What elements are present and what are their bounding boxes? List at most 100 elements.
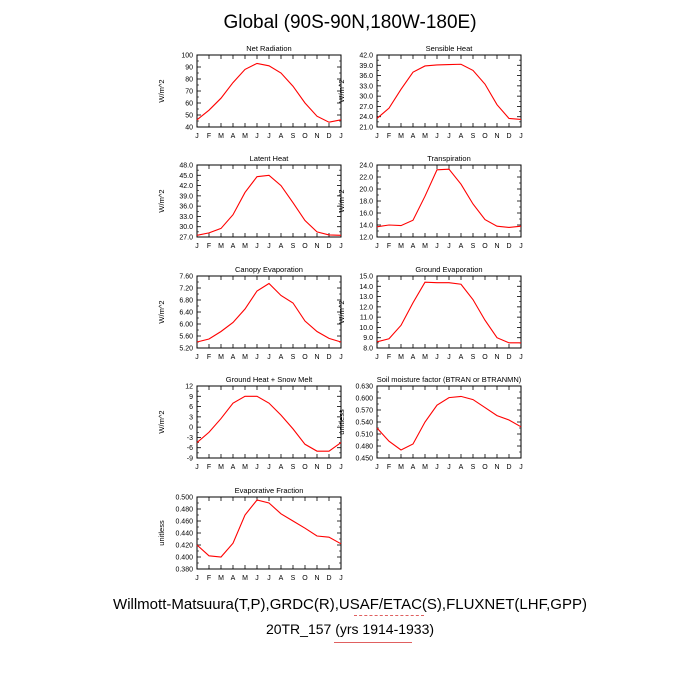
x-tick-label: J <box>267 464 271 471</box>
y-tick-label: 20.0 <box>359 187 373 194</box>
x-tick-label: S <box>471 354 476 361</box>
x-tick-label: F <box>207 133 211 140</box>
x-tick-label: J <box>447 354 451 361</box>
x-tick-label: D <box>326 354 331 361</box>
y-tick-label: 24.0 <box>359 163 373 170</box>
chart-title: Net Radiation <box>246 44 291 53</box>
x-tick-label: A <box>459 354 464 361</box>
x-tick-label: J <box>255 575 259 582</box>
y-tick-label: 6.80 <box>179 298 193 305</box>
y-tick-label: 39.0 <box>359 63 373 70</box>
y-tick-label: -6 <box>187 445 193 452</box>
x-tick-label: N <box>494 464 499 471</box>
x-tick-label: N <box>494 133 499 140</box>
x-tick-label: J <box>375 133 379 140</box>
x-tick-label: A <box>411 243 416 250</box>
x-tick-label: M <box>422 133 428 140</box>
x-tick-label: M <box>242 464 248 471</box>
x-tick-label: M <box>398 133 404 140</box>
x-tick-label: J <box>519 243 523 250</box>
y-tick-label: 90 <box>185 65 193 72</box>
chart-title: Transpiration <box>427 154 471 163</box>
x-tick-label: A <box>279 575 284 582</box>
y-axis-label: unitless <box>337 409 346 435</box>
data-sources-caption: Willmott-Matsuura(T,P),GRDC(R),USAF/ETAC… <box>113 596 587 613</box>
x-tick-label: M <box>398 243 404 250</box>
x-tick-label: F <box>387 243 391 250</box>
x-tick-label: A <box>231 464 236 471</box>
y-axis-label: unitless <box>157 520 166 546</box>
x-tick-label: J <box>435 243 439 250</box>
y-tick-label: 0.600 <box>355 396 373 403</box>
x-tick-label: F <box>207 464 211 471</box>
plot-frame <box>196 275 342 349</box>
x-tick-label: A <box>231 354 236 361</box>
series-line-0 <box>196 282 342 343</box>
plot-frame <box>376 385 522 459</box>
y-tick-label: 0.570 <box>355 408 373 415</box>
x-tick-label: O <box>482 464 488 471</box>
x-tick-label: J <box>435 464 439 471</box>
y-tick-label: 14.0 <box>359 284 373 291</box>
series-line-0 <box>196 62 342 123</box>
x-tick-label: A <box>279 243 284 250</box>
y-tick-label: 9 <box>189 394 193 401</box>
y-axis-label: W/m^2 <box>337 300 346 323</box>
y-tick-label: 30.0 <box>359 94 373 101</box>
x-tick-label: M <box>218 133 224 140</box>
y-axis-label: W/m^2 <box>157 189 166 212</box>
x-tick-label: O <box>302 464 308 471</box>
x-tick-label: M <box>242 354 248 361</box>
x-tick-label: M <box>422 354 428 361</box>
x-tick-label: O <box>302 354 308 361</box>
x-tick-label: S <box>291 464 296 471</box>
x-tick-label: M <box>398 354 404 361</box>
chart-title: Soil moisture factor (BTRAN or BTRANMN) <box>377 375 522 384</box>
x-tick-label: J <box>255 133 259 140</box>
x-tick-label: S <box>291 354 296 361</box>
x-tick-label: J <box>255 243 259 250</box>
x-tick-label: D <box>326 243 331 250</box>
y-tick-label: 27.0 <box>359 104 373 111</box>
y-tick-label: 15.0 <box>359 274 373 281</box>
x-tick-label: J <box>195 243 199 250</box>
y-tick-label: 42.0 <box>359 53 373 60</box>
x-tick-label: N <box>314 243 319 250</box>
y-tick-label: 0 <box>189 425 193 432</box>
x-tick-label: J <box>267 243 271 250</box>
chart-title: Ground Heat + Snow Melt <box>226 375 313 384</box>
chart-title: Ground Evaporation <box>415 265 482 274</box>
series-line-0 <box>196 499 342 558</box>
case-caption: 20TR_157 (yrs 1914-1933) <box>265 621 435 637</box>
y-tick-label: 0.440 <box>175 531 193 538</box>
y-tick-label: 30.0 <box>179 224 193 231</box>
y-tick-label: 21.0 <box>359 125 373 132</box>
x-tick-label: S <box>471 133 476 140</box>
series-line-0 <box>376 395 522 451</box>
x-tick-label: F <box>207 575 211 582</box>
y-tick-label: 36.0 <box>359 73 373 80</box>
x-tick-label: M <box>218 464 224 471</box>
y-tick-label: 70 <box>185 89 193 96</box>
y-tick-label: 39.0 <box>179 193 193 200</box>
y-tick-label: 36.0 <box>179 204 193 211</box>
x-tick-label: M <box>218 354 224 361</box>
y-tick-label: 13.0 <box>359 294 373 301</box>
y-tick-label: 0.510 <box>355 432 373 439</box>
y-tick-label: 7.60 <box>179 274 193 281</box>
caption-dash-decoration <box>354 615 424 616</box>
x-tick-label: J <box>255 464 259 471</box>
y-tick-label: -3 <box>187 435 193 442</box>
x-tick-label: A <box>411 354 416 361</box>
x-tick-label: O <box>482 133 488 140</box>
y-tick-label: 50 <box>185 113 193 120</box>
x-tick-label: S <box>471 464 476 471</box>
x-tick-label: A <box>279 133 284 140</box>
x-tick-label: N <box>314 354 319 361</box>
x-tick-label: J <box>375 243 379 250</box>
x-tick-label: J <box>375 354 379 361</box>
